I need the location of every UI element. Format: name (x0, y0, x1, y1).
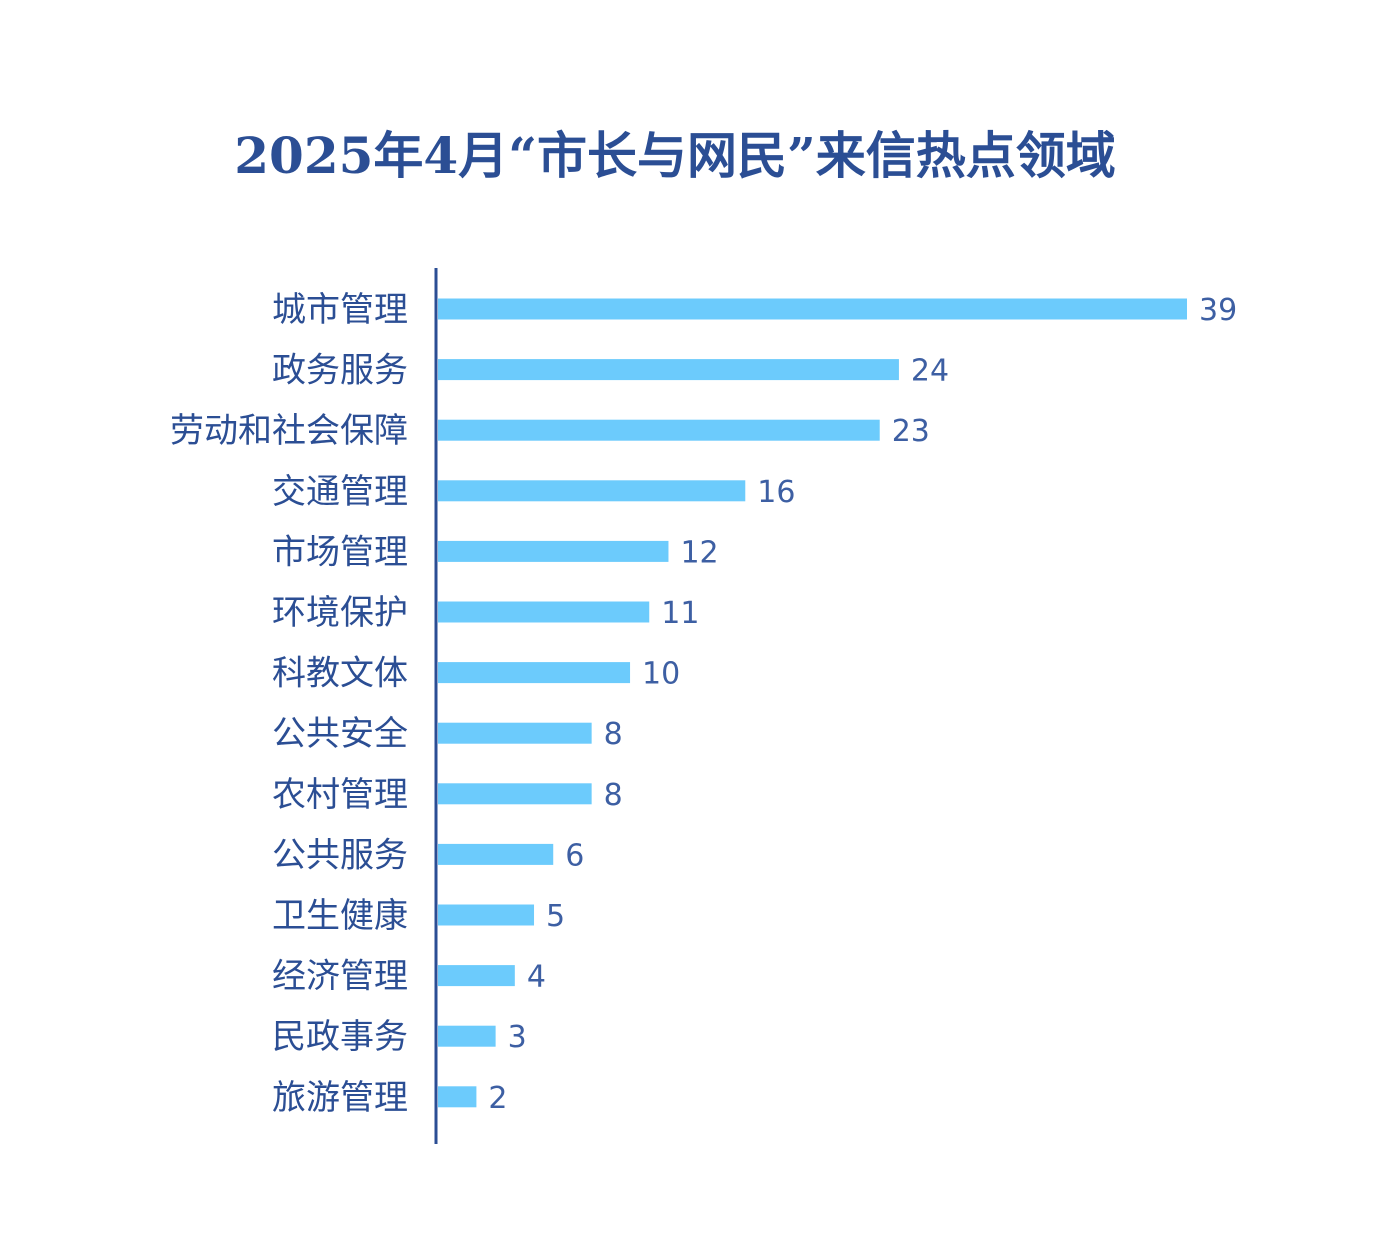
bar-12 (438, 965, 515, 987)
bar-3 (438, 419, 880, 441)
bar-13 (438, 1025, 496, 1047)
category-label: 市场管理 (272, 532, 408, 572)
value-label: 5 (546, 899, 565, 934)
category-label: 城市管理 (272, 290, 408, 330)
category-label: 政务服务 (272, 351, 408, 391)
value-label: 11 (661, 596, 699, 631)
value-label: 3 (508, 1020, 527, 1055)
category-label: 科教文体 (272, 654, 408, 694)
bar-9 (438, 783, 592, 805)
category-label: 公共服务 (272, 835, 408, 875)
value-label: 6 (565, 838, 584, 873)
value-label: 8 (604, 778, 623, 813)
bar-2 (438, 359, 899, 381)
bar-10 (438, 843, 554, 865)
value-label: 8 (604, 717, 623, 752)
category-label: 经济管理 (272, 957, 408, 997)
bars-layer (438, 298, 1187, 1108)
chart-title: 2025年4月“市长与网民”来信热点领域 (234, 126, 1116, 185)
category-label: 交通管理 (272, 472, 408, 512)
bar-7 (438, 662, 631, 684)
bar-5 (438, 540, 669, 562)
bar-8 (438, 722, 592, 744)
category-label: 公共安全 (272, 714, 408, 754)
value-label: 24 (911, 354, 949, 389)
value-label: 10 (642, 657, 680, 692)
category-label: 民政事务 (272, 1017, 408, 1057)
value-label: 12 (680, 535, 718, 570)
category-label: 劳动和社会保障 (170, 411, 408, 451)
bar-4 (438, 480, 746, 502)
bar-1 (438, 298, 1187, 320)
category-label: 农村管理 (272, 775, 408, 815)
value-label: 23 (892, 414, 930, 449)
category-label: 环境保护 (272, 593, 408, 633)
category-label: 卫生健康 (272, 896, 408, 936)
category-label: 旅游管理 (272, 1078, 408, 1118)
value-label: 16 (757, 475, 795, 510)
value-label: 2 (488, 1081, 507, 1116)
bar-11 (438, 904, 535, 926)
bar-6 (438, 601, 650, 623)
category-labels: 城市管理政务服务劳动和社会保障交通管理市场管理环境保护科教文体公共安全农村管理公… (170, 290, 408, 1118)
bar-14 (438, 1086, 477, 1108)
value-label: 4 (527, 960, 546, 995)
value-label: 39 (1199, 293, 1237, 328)
